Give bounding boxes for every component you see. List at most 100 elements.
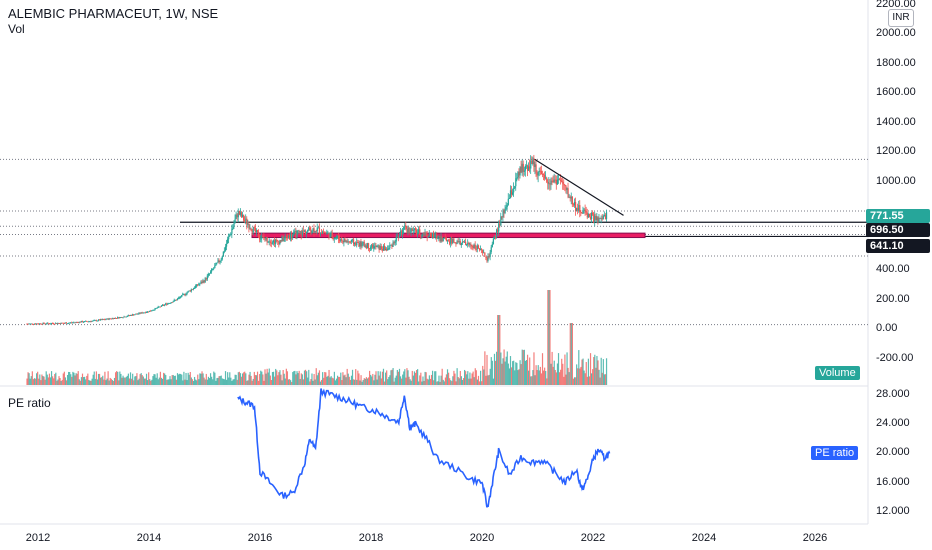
- volume-bar: [441, 368, 443, 385]
- volume-bar: [251, 380, 253, 385]
- price-candle: [260, 238, 262, 240]
- volume-bar: [286, 371, 289, 385]
- volume-bar: [307, 377, 309, 385]
- price-candle: [377, 245, 379, 247]
- price-candle: [27, 323, 29, 325]
- volume-bar: [127, 373, 129, 385]
- price-candle: [128, 315, 131, 316]
- price-candle: [259, 237, 261, 240]
- price-candle: [220, 259, 222, 261]
- volume-bar: [354, 379, 356, 385]
- volume-bar: [390, 370, 392, 385]
- volume-bar: [596, 355, 598, 385]
- price-candle: [360, 241, 362, 247]
- volume-bar: [583, 370, 585, 385]
- volume-bar: [161, 378, 164, 385]
- price-candle: [420, 234, 422, 236]
- volume-bar: [534, 375, 536, 385]
- price-candle: [488, 256, 490, 257]
- volume-bar: [309, 381, 311, 385]
- volume-bar: [29, 378, 31, 385]
- volume-bar: [573, 377, 576, 385]
- volume-bar: [597, 360, 599, 385]
- price-candle: [82, 321, 85, 323]
- volume-bar: [182, 380, 184, 385]
- price-candle: [157, 306, 159, 308]
- price-candle: [378, 245, 380, 250]
- price-candle: [396, 236, 398, 238]
- volume-bar: [209, 373, 212, 385]
- volume-bar: [499, 315, 501, 385]
- volume-bar: [445, 374, 448, 385]
- price-candle: [125, 316, 127, 318]
- volume-bar: [465, 371, 467, 385]
- price-candle: [423, 233, 425, 235]
- price-candle: [97, 319, 100, 321]
- price-candle: [565, 185, 567, 190]
- volume-bar: [223, 379, 226, 385]
- price-candle: [297, 230, 299, 232]
- volume-bar: [357, 370, 359, 385]
- volume-bar: [489, 368, 491, 385]
- price-candle: [43, 322, 45, 324]
- volume-bar: [288, 379, 291, 385]
- volume-bar: [155, 377, 157, 385]
- price-candle: [36, 323, 38, 325]
- price-candle: [594, 215, 596, 222]
- volume-bar: [193, 376, 196, 385]
- volume-bar: [174, 375, 176, 385]
- volume-bar: [509, 356, 512, 385]
- price-candle: [102, 319, 104, 321]
- volume-bar: [508, 368, 511, 385]
- price-candle: [38, 323, 40, 325]
- price-candle: [585, 211, 587, 213]
- price-candle: [591, 213, 593, 220]
- volume-bar: [44, 379, 46, 385]
- volume-bar: [365, 377, 368, 385]
- volume-bar: [587, 358, 590, 385]
- price-candle: [540, 171, 543, 175]
- price-candle: [350, 239, 353, 242]
- price-candle: [387, 248, 389, 251]
- price-candle: [73, 322, 75, 324]
- price-candle: [110, 318, 112, 320]
- price-candle: [71, 322, 73, 324]
- time-tick-label: 2012: [25, 532, 51, 544]
- price-candle: [136, 313, 138, 315]
- volume-bar: [269, 375, 271, 385]
- volume-bar: [124, 377, 126, 385]
- volume-bar: [547, 290, 549, 385]
- volume-bar: [525, 359, 528, 385]
- volume-bar: [72, 371, 74, 385]
- price-candle: [525, 165, 528, 167]
- price-candle: [399, 231, 402, 236]
- price-candle: [142, 312, 144, 314]
- price-candle: [126, 316, 128, 317]
- price-candle: [108, 318, 110, 320]
- volume-bar: [268, 368, 270, 385]
- currency-badge[interactable]: INR: [888, 9, 914, 27]
- price-tick-label: 2200.00: [876, 0, 916, 10]
- volume-bar: [150, 380, 152, 385]
- price-candle: [564, 185, 566, 187]
- price-candle: [325, 232, 327, 234]
- volume-bar: [371, 376, 373, 385]
- price-candle: [262, 236, 264, 238]
- volume-bar: [228, 377, 230, 385]
- volume-bar: [202, 373, 204, 385]
- volume-bar: [241, 373, 244, 385]
- volume-bar: [497, 315, 499, 385]
- volume-bar: [212, 379, 214, 385]
- volume-bar: [378, 375, 380, 385]
- volume-bar: [218, 376, 220, 385]
- price-candle: [541, 174, 544, 175]
- price-candle: [407, 227, 409, 233]
- price-candle: [429, 232, 432, 236]
- price-candle: [349, 241, 351, 243]
- volume-bar: [52, 376, 54, 385]
- volume-bar: [466, 374, 468, 385]
- price-candle: [192, 288, 195, 290]
- volume-bar: [516, 362, 518, 385]
- price-candle: [474, 244, 476, 249]
